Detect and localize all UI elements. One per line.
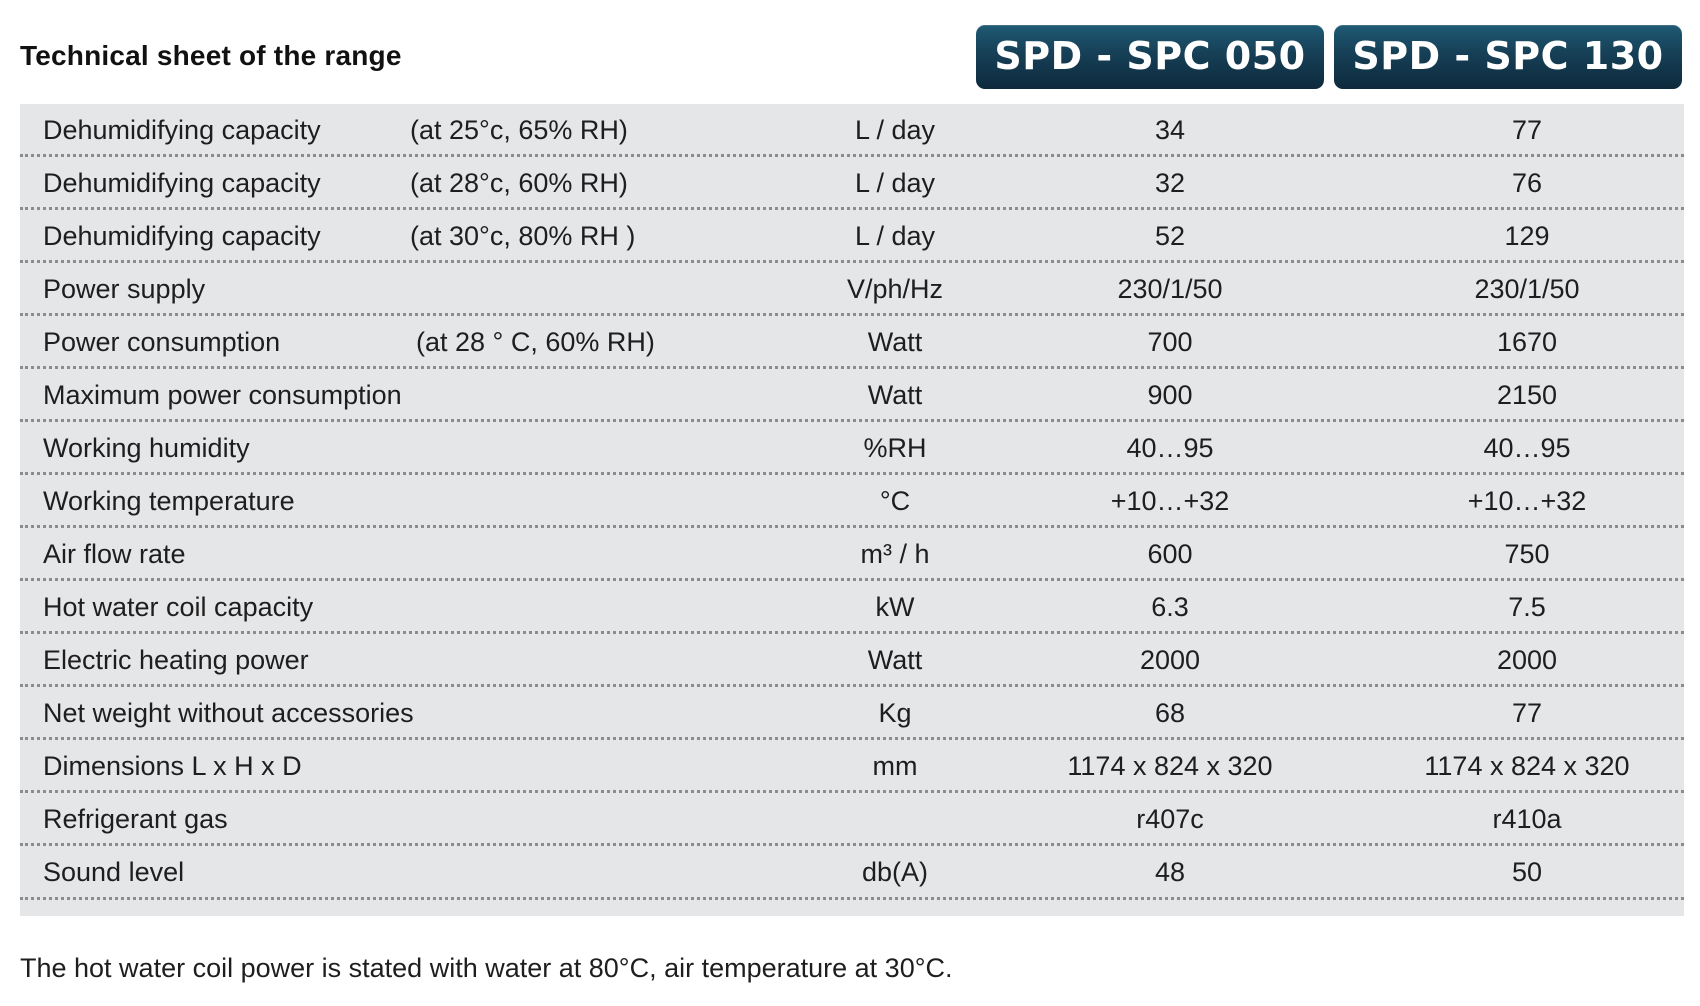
row-label: Working humidity — [43, 433, 250, 463]
table-row: Maximum power consumption Watt 900 2150 — [20, 369, 1684, 422]
row-label: Hot water coil capacity — [43, 592, 314, 622]
row-value-spc-130: 1670 — [1496, 327, 1558, 357]
row-label: Net weight without accessories — [43, 698, 414, 728]
row-value-spc-050: 6.3 — [1151, 592, 1189, 622]
row-value-spc-050: 700 — [1147, 327, 1193, 357]
row-unit: Watt — [867, 327, 923, 357]
row-value-spc-050: 32 — [1154, 168, 1186, 198]
row-value-spc-130: 230/1/50 — [1474, 274, 1580, 304]
row-value-spc-050: 52 — [1154, 221, 1186, 251]
row-label: Dehumidifying capacity — [43, 115, 321, 145]
row-unit: kW — [875, 592, 915, 622]
row-value-spc-130: 76 — [1511, 168, 1543, 198]
table-row: Dehumidifying capacity (at 28°c, 60% RH)… — [20, 157, 1684, 210]
table-row: Hot water coil capacity kW 6.3 7.5 — [20, 581, 1684, 634]
table-row: Electric heating power Watt 2000 2000 — [20, 634, 1684, 687]
row-value-spc-130: 2000 — [1496, 645, 1558, 675]
row-unit: L / day — [854, 115, 936, 145]
page-title: Technical sheet of the range — [20, 40, 402, 71]
row-value-spc-130: r410a — [1492, 804, 1562, 834]
row-value-spc-050: 40…95 — [1126, 433, 1214, 463]
table-row: Net weight without accessories Kg 68 77 — [20, 687, 1684, 740]
table-row: Dehumidifying capacity (at 30°c, 80% RH … — [20, 210, 1684, 263]
row-label: Dehumidifying capacity — [43, 168, 321, 198]
row-value-spc-050: +10…+32 — [1110, 486, 1230, 516]
row-value-spc-130: +10…+32 — [1467, 486, 1587, 516]
row-unit: V/ph/Hz — [846, 274, 944, 304]
row-value-spc-050: 1174 x 824 x 320 — [1067, 751, 1273, 781]
row-value-spc-130: 1174 x 824 x 320 — [1424, 751, 1630, 781]
table-row: Air flow rate m³ / h 600 750 — [20, 528, 1684, 581]
row-label: Working temperature — [43, 486, 295, 516]
row-value-spc-050: 2000 — [1139, 645, 1201, 675]
row-value-spc-050: 900 — [1147, 380, 1193, 410]
row-condition: (at 25°c, 65% RH) — [410, 115, 628, 145]
row-unit: m³ / h — [860, 539, 930, 569]
model-header-spc-130: SPD - SPC 130 — [1334, 25, 1682, 89]
row-unit: db(A) — [861, 857, 929, 887]
row-label: Power consumption — [43, 327, 281, 357]
row-unit: Watt — [867, 645, 923, 675]
row-unit: °C — [879, 486, 911, 516]
row-label: Air flow rate — [43, 539, 186, 569]
model-header-spc-050: SPD - SPC 050 — [976, 25, 1324, 89]
row-unit — [780, 793, 1010, 843]
row-value-spc-130: 77 — [1511, 115, 1543, 145]
table-row: Sound level db(A) 48 50 — [20, 846, 1684, 900]
row-value-spc-050: 34 — [1154, 115, 1186, 145]
table-row: Working humidity %RH 40…95 40…95 — [20, 422, 1684, 475]
row-label: Dehumidifying capacity — [43, 221, 321, 251]
table-row: Refrigerant gas r407c r410a — [20, 793, 1684, 846]
row-value-spc-130: 77 — [1511, 698, 1543, 728]
row-unit: L / day — [854, 168, 936, 198]
row-value-spc-130: 40…95 — [1483, 433, 1571, 463]
row-value-spc-130: 50 — [1511, 857, 1543, 887]
row-unit: Kg — [878, 698, 912, 728]
row-value-spc-050: 48 — [1154, 857, 1186, 887]
row-unit: mm — [872, 751, 918, 781]
spec-table: Dehumidifying capacity (at 25°c, 65% RH)… — [20, 104, 1684, 916]
row-value-spc-130: 750 — [1504, 539, 1550, 569]
table-row: Dimensions L x H x D mm 1174 x 824 x 320… — [20, 740, 1684, 793]
row-value-spc-130: 129 — [1504, 221, 1550, 251]
row-label: Dimensions L x H x D — [43, 751, 302, 781]
row-value-spc-050: 600 — [1147, 539, 1193, 569]
row-condition: (at 28 ° C, 60% RH) — [416, 327, 655, 357]
row-label: Maximum power consumption — [43, 380, 402, 410]
row-label: Sound level — [43, 857, 185, 887]
table-row: Power supply V/ph/Hz 230/1/50 230/1/50 — [20, 263, 1684, 316]
table-row: Dehumidifying capacity (at 25°c, 65% RH)… — [20, 104, 1684, 157]
row-condition: (at 30°c, 80% RH ) — [410, 221, 636, 251]
row-value-spc-050: 68 — [1154, 698, 1186, 728]
row-value-spc-050: r407c — [1136, 804, 1204, 834]
table-row: Working temperature °C +10…+32 +10…+32 — [20, 475, 1684, 528]
table-row: Power consumption (at 28 ° C, 60% RH) Wa… — [20, 316, 1684, 369]
row-unit: %RH — [863, 433, 927, 463]
row-label: Refrigerant gas — [43, 804, 228, 834]
row-value-spc-130: 7.5 — [1508, 592, 1546, 622]
row-unit: L / day — [854, 221, 936, 251]
row-unit: Watt — [867, 380, 923, 410]
row-value-spc-050: 230/1/50 — [1117, 274, 1223, 304]
row-condition: (at 28°c, 60% RH) — [410, 168, 628, 198]
footnote: The hot water coil power is stated with … — [20, 953, 953, 983]
row-value-spc-130: 2150 — [1496, 380, 1558, 410]
row-label: Electric heating power — [43, 645, 309, 675]
row-label: Power supply — [43, 274, 206, 304]
